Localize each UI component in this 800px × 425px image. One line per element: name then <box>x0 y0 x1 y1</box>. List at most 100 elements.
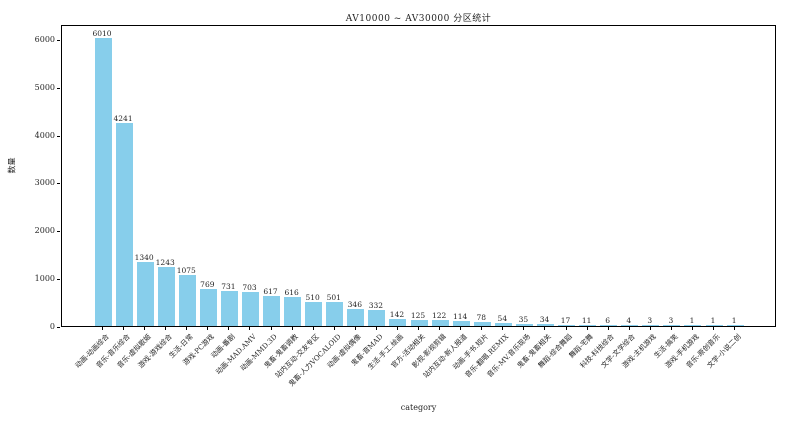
bar-value-label: 35 <box>518 315 529 324</box>
x-tick-mark <box>165 327 167 330</box>
y-tick-mark <box>57 40 60 41</box>
y-tick-label: 2000 <box>34 226 55 235</box>
y-tick-mark <box>57 136 60 137</box>
bar <box>305 302 323 326</box>
bar-value-label: 142 <box>389 310 405 319</box>
x-tick-mark <box>460 327 462 330</box>
x-tick-mark <box>691 327 693 330</box>
bar-value-label: 122 <box>431 311 447 320</box>
bar <box>431 320 449 326</box>
bar <box>368 310 386 326</box>
chart-title: AV10000 ~ AV30000 分区统计 <box>345 14 492 24</box>
x-tick-mark <box>523 327 525 330</box>
bar-value-label: 346 <box>347 300 362 309</box>
x-tick-mark <box>713 327 715 330</box>
y-tick-label: 4000 <box>34 131 55 140</box>
y-axis-label: 数量 <box>7 157 17 174</box>
x-tick-mark <box>144 327 146 330</box>
bar-value-label: 1075 <box>176 266 196 275</box>
y-tick-label: 0 <box>49 322 55 331</box>
bar <box>410 320 428 326</box>
x-tick-mark <box>396 327 398 330</box>
bar-value-label: 1 <box>710 316 716 325</box>
bar-value-label: 617 <box>263 287 278 296</box>
y-tick-label: 5000 <box>34 83 55 92</box>
x-tick-mark <box>333 327 335 330</box>
bar-value-label: 3 <box>647 316 653 325</box>
bar <box>726 325 744 326</box>
bar-value-label: 501 <box>326 293 341 302</box>
bar-value-label: 4241 <box>113 114 133 123</box>
x-tick-mark <box>186 327 188 330</box>
bar-value-label: 510 <box>305 293 320 302</box>
y-tick-mark <box>57 231 60 232</box>
bar <box>199 289 217 326</box>
bar <box>389 319 407 326</box>
x-tick-mark <box>628 327 630 330</box>
bar <box>157 267 175 326</box>
x-tick-mark <box>565 327 567 330</box>
bar <box>558 325 576 326</box>
bar-value-label: 1243 <box>155 258 175 267</box>
x-tick-mark <box>102 327 103 330</box>
bar <box>452 321 470 326</box>
y-tick-label: 6000 <box>34 35 55 44</box>
y-tick-mark <box>57 88 60 89</box>
bar-value-label: 78 <box>476 313 487 322</box>
x-tick-mark <box>270 327 272 330</box>
bar <box>115 123 133 326</box>
x-tick-mark <box>207 327 209 330</box>
bar-value-label: 616 <box>284 288 299 297</box>
y-tick-mark <box>57 183 60 184</box>
bar-value-label: 114 <box>453 312 468 321</box>
bar <box>579 325 597 326</box>
bar <box>326 302 344 326</box>
plot-area <box>61 25 776 327</box>
x-tick-mark <box>481 327 483 330</box>
bar-value-label: 11 <box>581 316 592 325</box>
y-tick-label: 3000 <box>34 178 55 187</box>
x-axis-label: category <box>400 403 437 412</box>
bar <box>642 325 660 326</box>
bar <box>600 325 618 326</box>
bar <box>494 323 512 326</box>
bar-value-label: 1340 <box>134 253 154 262</box>
x-tick-mark <box>123 327 125 330</box>
bar-value-label: 6010 <box>92 29 112 38</box>
bar <box>241 292 259 326</box>
x-tick-mark <box>249 327 251 330</box>
bar <box>621 325 639 326</box>
bar <box>515 324 533 326</box>
bar-value-label: 703 <box>242 283 257 292</box>
x-tick-mark <box>312 327 314 330</box>
bar <box>684 325 702 326</box>
bar <box>220 291 238 326</box>
x-tick-mark <box>228 327 230 330</box>
bar-value-label: 6 <box>605 316 611 325</box>
bar <box>536 324 554 326</box>
y-tick-mark <box>57 327 60 328</box>
y-tick-mark <box>57 279 60 280</box>
bar-value-label: 1 <box>689 316 695 325</box>
bar-value-label: 731 <box>221 282 236 291</box>
x-tick-mark <box>375 327 377 330</box>
bar <box>473 322 491 326</box>
bar-value-label: 1 <box>731 316 737 325</box>
bar <box>178 275 196 326</box>
bar-value-label: 4 <box>626 316 632 325</box>
bar <box>263 296 281 326</box>
x-tick-mark <box>649 327 651 330</box>
x-tick-mark <box>439 327 441 330</box>
bar-value-label: 769 <box>200 280 215 289</box>
x-tick-mark <box>734 327 736 330</box>
bar <box>284 297 302 326</box>
bar-value-label: 17 <box>560 316 571 325</box>
bar-value-label: 54 <box>497 314 508 323</box>
y-tick-label: 1000 <box>34 274 55 283</box>
x-tick-mark <box>586 327 588 330</box>
bar <box>663 325 681 326</box>
bar-value-label: 34 <box>539 315 550 324</box>
x-tick-mark <box>354 327 356 330</box>
bar <box>705 325 723 326</box>
